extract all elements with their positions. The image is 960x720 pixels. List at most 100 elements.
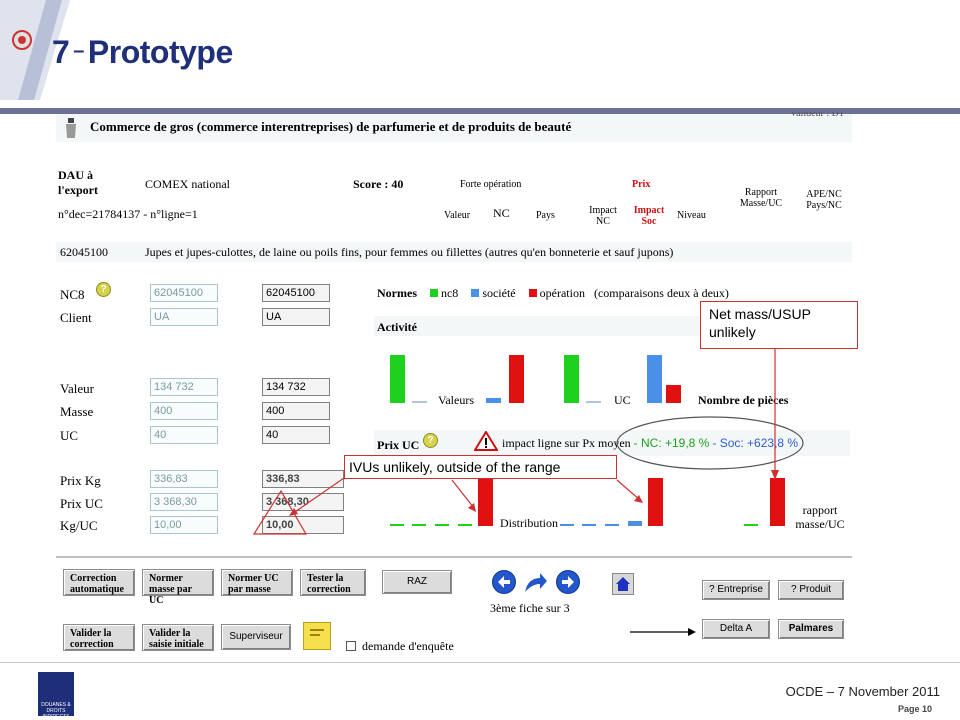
legend-operation-swatch: [528, 289, 537, 297]
activity-title: Commerce de gros (commerce interentrepri…: [90, 119, 572, 134]
help-prix-uc-icon[interactable]: ?: [423, 433, 438, 448]
col-pays: Pays: [536, 210, 555, 221]
tester-button[interactable]: Tester la correction: [300, 569, 366, 596]
palmares-button[interactable]: Palmares: [778, 619, 844, 639]
field-label-nc8: NC8: [60, 287, 85, 302]
col-valeur: Valeur: [444, 210, 471, 221]
next-arrow-icon[interactable]: [556, 570, 580, 594]
field-label-prix-kg: Prix Kg: [60, 473, 101, 488]
net-mass-annotation: Net mass/USUP unlikely: [700, 301, 858, 349]
bar-valeurs-societe: [486, 398, 501, 403]
bottle-icon: [64, 118, 78, 138]
previous-arrow-icon[interactable]: [492, 570, 516, 594]
delta-button[interactable]: Delta A: [702, 619, 770, 639]
title-underline-bar: [0, 108, 960, 114]
produit-button[interactable]: ? Produit: [778, 580, 844, 600]
legend-note: (comparaisons deux à deux): [593, 286, 729, 300]
nc8-current-field[interactable]: 62045100: [262, 284, 330, 302]
home-icon[interactable]: [612, 573, 634, 595]
help-nc8-icon[interactable]: ?: [96, 282, 111, 297]
page-number: Page 10: [897, 704, 932, 714]
nc-code: 62045100: [60, 245, 108, 259]
ivus-annotation: IVUs unlikely, outside of the range: [344, 455, 617, 479]
bar-px-nc8-c: [435, 524, 449, 526]
prix-uc-current-field: 3 368,30: [262, 493, 344, 511]
masse-current-field[interactable]: 400: [262, 402, 330, 420]
valider-saisie-button[interactable]: Valider la saisie initiale: [142, 624, 214, 651]
entreprise-button[interactable]: ? Entreprise: [702, 580, 770, 600]
declaration-line: n°dec=21784137 - n°ligne=1: [58, 207, 198, 221]
client-initial-field[interactable]: UA: [150, 308, 218, 326]
bar-dist-operation: [648, 478, 663, 526]
valeur-current-field[interactable]: 134 732: [262, 378, 330, 396]
nc-description-band: [56, 242, 852, 262]
field-label-masse: Masse: [60, 404, 94, 419]
forte-operation-label: Forte opération: [460, 179, 522, 190]
col-niveau: Niveau: [677, 210, 706, 221]
correction-auto-button[interactable]: Correction automatique: [63, 569, 135, 596]
bar-px-nc8-b: [412, 524, 426, 526]
footer-divider: [0, 662, 960, 663]
bar-valeurs-nc8-base: [412, 401, 427, 403]
masse-initial-field[interactable]: 400: [150, 402, 218, 420]
impact-text: impact ligne sur Px moyen - NC: +19,8 % …: [502, 436, 798, 451]
valider-correction-button[interactable]: Valider la correction: [63, 624, 135, 651]
bar-px-nc8-a: [390, 524, 404, 526]
demande-checkbox[interactable]: [346, 641, 356, 651]
refresh-arrow-icon[interactable]: [522, 570, 548, 596]
superviseur-button[interactable]: Superviseur: [221, 624, 291, 650]
prix-uc-initial-field: 3 368,30: [150, 493, 218, 511]
legend-societe-swatch: [471, 289, 480, 297]
bar-rapport-operation: [770, 478, 785, 526]
nc-description: Jupes et jupes-culottes, de laine ou poi…: [145, 245, 674, 259]
legend-nc8-swatch: [429, 289, 438, 297]
field-label-valeur: Valeur: [60, 381, 94, 396]
field-label-client: Client: [60, 310, 92, 325]
prix-uc-band: [374, 430, 850, 456]
bar-dist-societe-a: [560, 524, 574, 526]
legend-operation: opération: [539, 286, 585, 300]
bar-uc-base: [586, 401, 601, 403]
buttons-separator: [56, 556, 852, 558]
fiche-counter: 3ème fiche sur 3: [490, 601, 570, 615]
pointer-arrow: [630, 625, 696, 637]
field-label-kg-uc: Kg/UC: [60, 518, 98, 533]
valideur-text: Valideur : D1: [790, 112, 844, 119]
normer-uc-button[interactable]: Normer UC par masse: [221, 569, 293, 596]
prix-uc-label: Prix UC: [377, 438, 420, 452]
col-impact-nc: Impact NC: [589, 205, 617, 227]
bar-uc-operation: [666, 385, 681, 403]
kg-uc-current-field: 10,00: [262, 516, 344, 534]
chart-label-distribution: Distribution: [500, 516, 559, 530]
legend-societe: société: [482, 286, 516, 300]
field-label-uc: UC: [60, 428, 79, 443]
score-label: Score : 40: [353, 177, 404, 191]
col-impact-soc: Impact Soc: [633, 205, 665, 227]
sticky-note-icon[interactable]: [303, 622, 331, 650]
prix-kg-initial-field: 336,83: [150, 470, 218, 488]
raz-button[interactable]: RAZ: [382, 570, 452, 594]
bar-dist-societe-b: [582, 524, 596, 526]
normer-masse-button[interactable]: Normer masse par UC: [142, 569, 214, 606]
legend: Normes nc8 société opération (comparaiso…: [377, 286, 729, 301]
col-ape: APE/NC Pays/NC: [806, 189, 842, 211]
bar-dist-societe-c: [605, 524, 619, 526]
nc8-initial-field[interactable]: 62045100: [150, 284, 218, 302]
uc-initial-field[interactable]: 40: [150, 426, 218, 444]
uc-current-field[interactable]: 40: [262, 426, 330, 444]
client-current-field[interactable]: UA: [262, 308, 330, 326]
kg-uc-initial-field: 10,00: [150, 516, 218, 534]
comex-label: COMEX national: [145, 177, 230, 191]
chart-label-rapport: rapport masse/UC: [795, 503, 845, 531]
douanes-logo: DOUANES & DROITS INDIRECTS: [38, 672, 74, 720]
valeur-initial-field[interactable]: 134 732: [150, 378, 218, 396]
bar-rapport-nc8: [744, 524, 758, 526]
impact-soc: - Soc: +623,8 %: [712, 436, 799, 450]
bar-valeurs-operation: [509, 355, 524, 403]
impact-label: impact ligne sur Px moyen: [502, 436, 631, 450]
bar-uc-nc8: [564, 355, 579, 403]
prix-label: Prix: [632, 179, 651, 190]
dau-label: DAU à l'export: [58, 168, 98, 197]
chart-label-nombre: Nombre de pièces: [698, 393, 789, 407]
